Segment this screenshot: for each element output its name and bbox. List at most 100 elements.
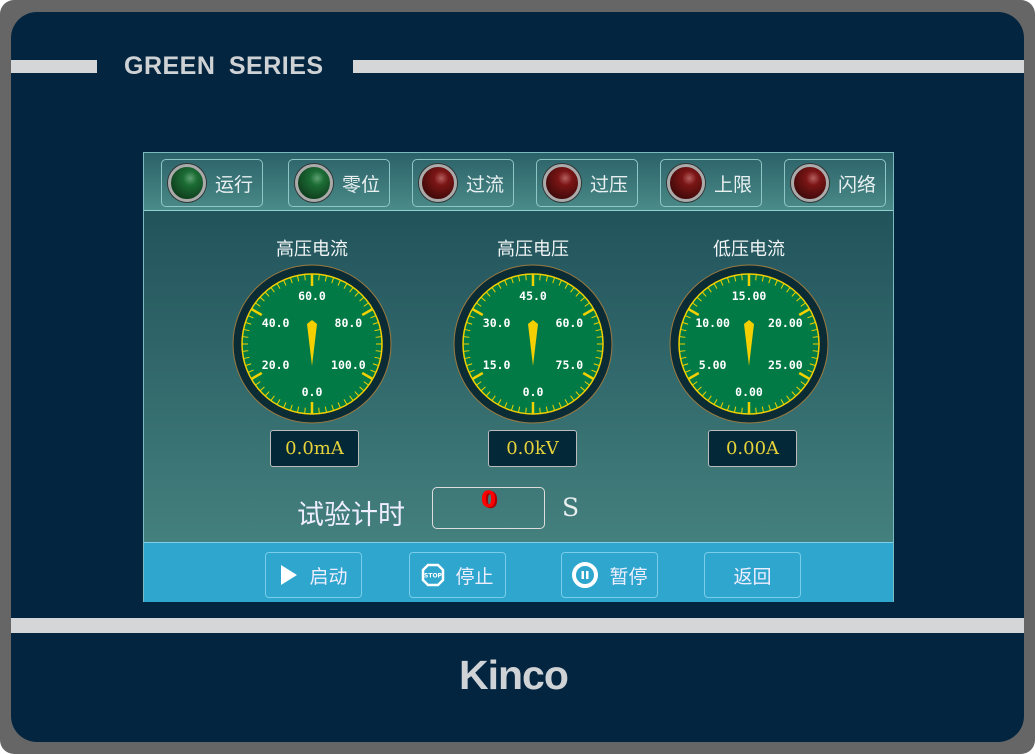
minor-tick <box>270 395 275 401</box>
minor-tick <box>755 274 757 281</box>
minor-tick <box>696 386 702 392</box>
hmi-screen: 运行 零位 过流 过压 上限 闪络 高压电流 高压电压 低压电流 0.0 20.0… <box>143 152 894 602</box>
minor-tick <box>809 321 816 325</box>
minor-tick <box>726 277 730 284</box>
gauge-needle <box>744 320 754 366</box>
minor-tick <box>289 277 293 284</box>
back-button[interactable]: 返回 <box>704 552 801 598</box>
indicator-upper-limit: 上限 <box>660 159 762 207</box>
minor-tick <box>596 350 603 352</box>
minor-tick <box>264 391 270 397</box>
minor-tick <box>680 356 687 360</box>
minor-tick <box>480 386 486 392</box>
minor-tick <box>304 407 306 414</box>
minor-tick <box>375 336 382 338</box>
minor-tick <box>733 275 737 282</box>
minor-tick <box>247 369 254 373</box>
minor-tick <box>243 328 250 332</box>
minor-tick <box>289 404 293 411</box>
minor-tick <box>701 391 707 397</box>
major-tick <box>798 371 811 381</box>
minor-tick <box>485 291 491 297</box>
major-tick <box>361 371 374 381</box>
major-tick <box>798 307 811 317</box>
stop-button[interactable]: STOP 停止 <box>409 552 506 598</box>
gauge-hv-current: 0.0 20.0 40.0 60.0 80.0 100.0 <box>232 264 392 424</box>
minor-tick <box>811 328 818 332</box>
minor-tick <box>812 336 819 338</box>
minor-tick <box>591 369 598 373</box>
stop-icon-text: STOP <box>425 573 444 580</box>
minor-tick <box>463 350 470 352</box>
gauge-tick-label: 20.0 <box>262 358 290 372</box>
minor-tick <box>755 407 757 414</box>
minor-tick <box>255 381 261 386</box>
lamp-icon <box>543 164 581 202</box>
gauge-needle <box>307 320 317 366</box>
gauge-tick-label: 75.0 <box>556 358 584 372</box>
minor-tick <box>558 402 562 409</box>
minor-tick <box>324 275 328 282</box>
minor-tick <box>720 279 724 286</box>
minor-tick <box>259 386 265 392</box>
minor-tick <box>593 363 600 367</box>
minor-tick <box>713 399 718 405</box>
timer-value: 0 <box>432 487 545 529</box>
gauge-title: 低压电流 <box>713 239 785 260</box>
minor-tick <box>468 369 475 373</box>
indicator-run: 运行 <box>161 159 263 207</box>
minor-tick <box>696 296 702 302</box>
minor-tick <box>517 275 521 282</box>
minor-tick <box>707 287 712 293</box>
top-stripe-left <box>11 60 97 73</box>
minor-tick <box>811 356 818 360</box>
gauge-tick-label: 20.00 <box>768 316 803 330</box>
minor-tick <box>584 302 590 307</box>
major-tick <box>471 307 484 317</box>
minor-tick <box>468 315 475 319</box>
minor-tick <box>812 350 819 352</box>
minor-tick <box>331 404 335 411</box>
minor-tick <box>375 350 382 352</box>
bottom-stripe <box>11 618 1024 633</box>
minor-tick <box>580 296 586 302</box>
gauge-tick-label: 45.0 <box>519 289 547 303</box>
minor-tick <box>504 402 508 409</box>
minor-tick <box>684 315 691 319</box>
minor-tick <box>264 291 270 297</box>
pause-icon <box>572 562 599 588</box>
minor-tick <box>283 279 287 286</box>
minor-tick <box>791 291 797 297</box>
gauge-tick-label: 10.00 <box>695 316 730 330</box>
pause-button[interactable]: 暂停 <box>561 552 658 598</box>
minor-tick <box>318 407 320 414</box>
minor-tick <box>791 391 797 397</box>
minor-tick <box>343 399 348 405</box>
indicator-flashover: 闪络 <box>784 159 886 207</box>
minor-tick <box>242 336 249 338</box>
lamp-icon <box>168 164 206 202</box>
readout-hv-voltage: 0.0kV <box>488 430 577 467</box>
minor-tick <box>243 356 250 360</box>
top-stripe-right <box>353 60 1024 73</box>
major-tick <box>687 307 700 317</box>
indicator-label: 运行 <box>215 173 254 196</box>
minor-tick <box>800 381 806 386</box>
start-button[interactable]: 启动 <box>265 552 362 598</box>
minor-tick <box>354 391 360 397</box>
minor-tick <box>720 402 724 409</box>
stop-label: 停止 <box>455 565 494 588</box>
minor-tick <box>510 404 514 411</box>
minor-tick <box>768 404 772 411</box>
minor-tick <box>807 369 814 373</box>
minor-tick <box>370 315 377 319</box>
lamp-icon <box>791 164 829 202</box>
minor-tick <box>372 321 379 325</box>
indicator-overcurrent: 过流 <box>412 159 514 207</box>
minor-tick <box>545 406 549 413</box>
lamp-icon <box>419 164 457 202</box>
minor-tick <box>491 287 496 293</box>
minor-tick <box>564 283 569 289</box>
minor-tick <box>497 399 502 405</box>
